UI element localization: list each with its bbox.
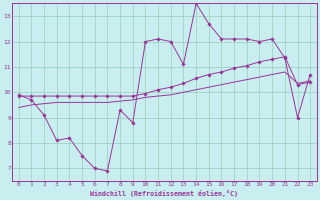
X-axis label: Windchill (Refroidissement éolien,°C): Windchill (Refroidissement éolien,°C) <box>91 190 238 197</box>
